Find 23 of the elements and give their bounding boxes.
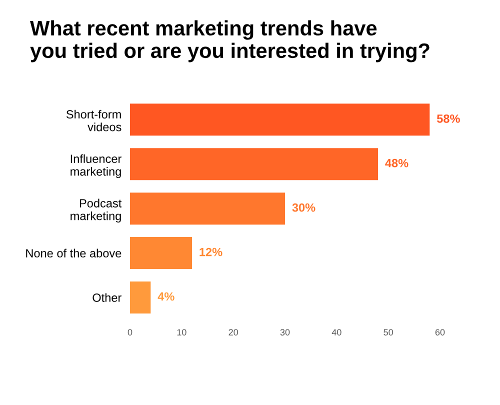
y-tick-label: Influencer marketing [70,154,122,178]
bar [130,104,430,136]
data-label: 4% [158,292,174,301]
data-label: 12% [200,248,222,256]
chart-title: What recent marketing trends have you tried or are you interested in trying? [30,20,430,62]
y-tick-label: None of the above [26,248,122,258]
bar [130,237,192,270]
data-label: 48% [385,158,408,168]
x-tick-label: 10 [177,329,186,336]
y-tick-label: Podcast marketing [70,198,122,223]
y-tick-label: Other [92,293,122,302]
bar [130,192,285,225]
x-tick-label: 60 [435,329,445,336]
bar [130,281,151,314]
y-tick-label: Short-form videos [66,110,122,132]
data-label: 58% [436,114,460,123]
x-tick-label: 50 [384,329,393,336]
x-tick-label: 20 [228,329,238,336]
x-tick-label: 40 [332,329,342,336]
data-label: 30% [292,203,316,212]
x-tick-label: 30 [280,329,290,336]
bar [130,148,378,180]
x-tick-label: 0 [128,329,132,336]
